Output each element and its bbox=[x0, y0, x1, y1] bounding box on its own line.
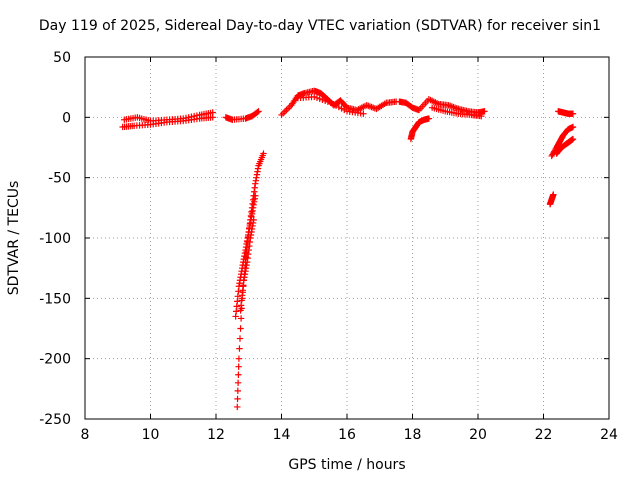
x-tick-label: 22 bbox=[535, 427, 553, 443]
data-point bbox=[569, 123, 577, 131]
y-tick-label: -150 bbox=[39, 291, 71, 307]
data-point bbox=[250, 216, 257, 224]
data-point bbox=[234, 403, 241, 411]
data-point bbox=[278, 111, 285, 119]
data-point bbox=[550, 191, 557, 198]
x-tick-label: 18 bbox=[404, 427, 422, 443]
y-tick-label: -100 bbox=[39, 231, 71, 247]
y-tick-label: -200 bbox=[39, 352, 71, 368]
y-tick-label: -50 bbox=[48, 171, 71, 187]
x-tick-label: 14 bbox=[273, 427, 291, 443]
y-tick-label: 50 bbox=[53, 50, 71, 66]
data-point bbox=[234, 379, 242, 386]
data-point bbox=[254, 108, 261, 116]
data-point bbox=[235, 371, 242, 378]
data-point bbox=[279, 110, 287, 117]
data-point bbox=[569, 110, 577, 117]
data-point bbox=[478, 112, 485, 120]
data-point bbox=[235, 363, 242, 370]
data-point bbox=[234, 387, 242, 395]
data-point bbox=[236, 335, 244, 342]
data-point bbox=[209, 109, 216, 116]
data-point bbox=[360, 110, 367, 117]
x-axis-label: GPS time / hours bbox=[288, 457, 406, 473]
data-point bbox=[425, 115, 433, 122]
data-point bbox=[481, 108, 488, 115]
data-point bbox=[237, 315, 245, 322]
x-tick-label: 12 bbox=[207, 427, 225, 443]
data-series-group bbox=[119, 87, 577, 411]
data-point bbox=[283, 106, 290, 114]
data-point bbox=[255, 108, 262, 115]
y-axis-label: SDTVAR / TECUs bbox=[6, 180, 22, 296]
y-tick-label: 0 bbox=[62, 110, 71, 126]
data-point bbox=[260, 150, 267, 157]
chart-title: Day 119 of 2025, Sidereal Day-to-day VTE… bbox=[38, 18, 602, 34]
data-point bbox=[252, 192, 259, 199]
plot-frame bbox=[84, 56, 610, 420]
data-point bbox=[235, 355, 243, 362]
x-tick-label: 16 bbox=[338, 427, 356, 443]
data-point bbox=[569, 135, 577, 143]
data-point bbox=[237, 325, 244, 332]
data-point bbox=[236, 345, 243, 352]
data-point bbox=[281, 108, 288, 115]
y-tick-label: -250 bbox=[39, 412, 71, 428]
data-point bbox=[234, 395, 241, 403]
x-tick-label: 8 bbox=[81, 427, 90, 443]
x-tick-label: 10 bbox=[142, 427, 160, 443]
x-tick-label: 24 bbox=[600, 427, 618, 443]
data-point bbox=[284, 105, 292, 112]
x-tick-label: 20 bbox=[469, 427, 487, 443]
